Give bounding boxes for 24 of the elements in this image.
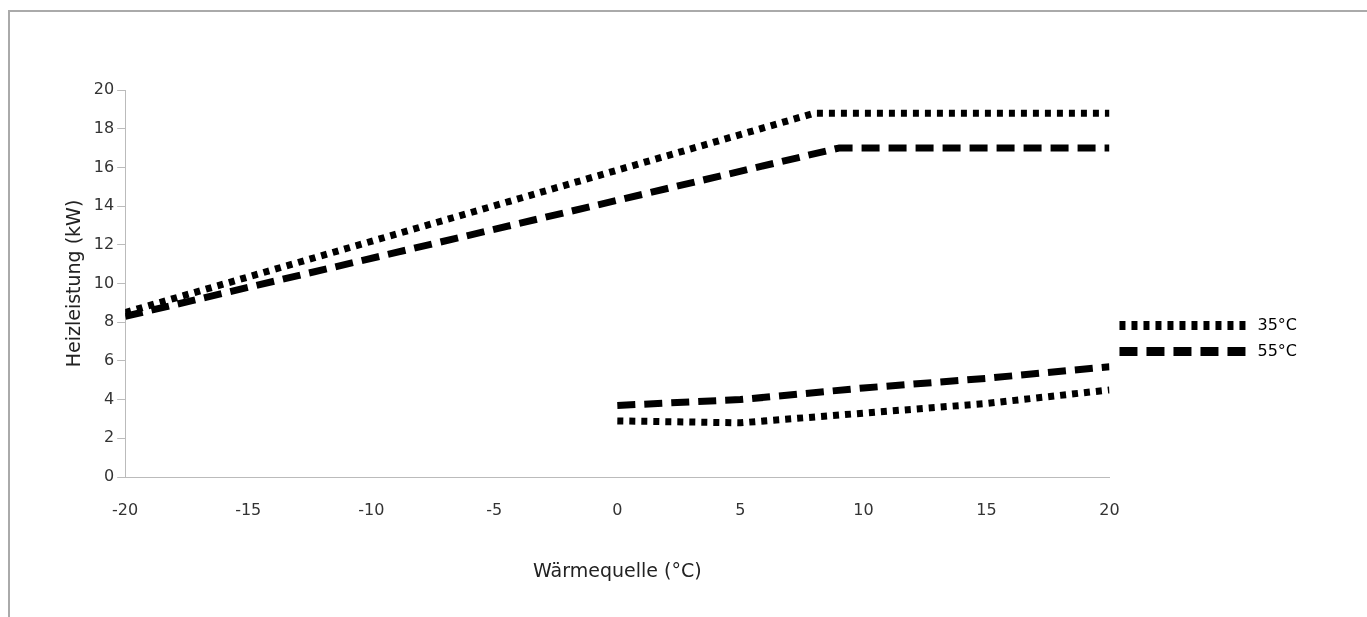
x-tick-label: 5 <box>735 499 746 519</box>
x-tick-label: 10 <box>853 499 874 519</box>
text: 55°C <box>1257 340 1297 360</box>
y-axis-title: Heizleistung (kW) <box>62 199 85 368</box>
y-tick-label: 2 <box>103 427 115 447</box>
text: 35°C <box>1257 314 1297 334</box>
y-tick-label: 10 <box>93 272 115 292</box>
x-tick-label: -20 <box>112 499 139 519</box>
y-tick-label: 4 <box>103 388 115 408</box>
y-tick-label: 20 <box>93 79 115 99</box>
x-tick-label: -5 <box>486 499 503 519</box>
x-tick-label: -10 <box>358 499 385 519</box>
y-tick-label: 6 <box>103 350 115 370</box>
y-tick-label: 0 <box>103 466 115 486</box>
y-tick-label: 18 <box>93 117 115 137</box>
x-tick-label: 20 <box>1099 499 1120 519</box>
y-tick-label: 14 <box>93 195 115 215</box>
y-tick-label: 12 <box>93 233 115 253</box>
x-tick-label: 15 <box>976 499 997 519</box>
x-tick-label: 0 <box>612 499 623 519</box>
y-tick-label: 8 <box>103 311 115 331</box>
x-axis-title: Wärmequelle (°C) <box>533 558 702 581</box>
y-tick-label: 16 <box>93 156 115 176</box>
x-tick-label: -15 <box>235 499 262 519</box>
